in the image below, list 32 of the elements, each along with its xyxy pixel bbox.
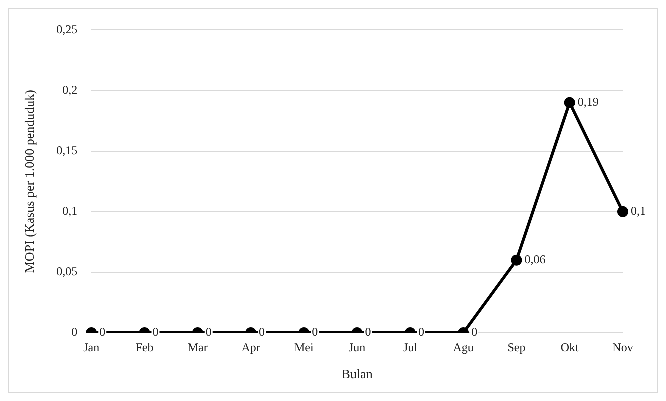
x-tick-label: Sep (508, 340, 526, 354)
x-tick-label: Jan (84, 340, 100, 354)
x-tick-label: Nov (612, 340, 634, 354)
x-tick-label: Mei (294, 340, 314, 354)
data-label: 0,06 (524, 252, 546, 266)
y-tick-label: 0,25 (56, 22, 78, 36)
y-tick-label: 0,2 (62, 82, 78, 97)
y-tick-label: 0,05 (56, 264, 78, 279)
x-tick-label: Agu (453, 340, 474, 354)
point (618, 206, 628, 218)
y-tick-label: 0,15 (56, 143, 78, 158)
y-tick-label: 0,1 (62, 204, 78, 218)
data-label: 0 (418, 325, 424, 340)
x-axis-title: Bulan (342, 366, 374, 382)
data-label: 0 (152, 325, 159, 340)
x-tick-label: Jun (348, 340, 366, 354)
y-axis-title: MOPI (Kasus per 1.000 penduduk) (22, 90, 38, 274)
x-tick-label: Okt (560, 340, 580, 354)
data-label: 0 (100, 325, 106, 340)
x-tick-label: Feb (136, 340, 154, 354)
data-label: 0 (312, 325, 318, 340)
x-tick-label: Apr (242, 340, 260, 354)
data-label: 0,19 (578, 95, 599, 110)
x-tick-label: Jul (403, 340, 418, 354)
data-label: 0 (472, 325, 478, 340)
data-label: 0 (206, 325, 212, 340)
y-tick-label: 0 (72, 325, 78, 340)
point (564, 97, 576, 108)
data-label: 0,1 (631, 204, 646, 218)
data-label: 0 (365, 325, 372, 340)
x-tick-label: Mar (188, 340, 208, 354)
data-label: 0 (259, 325, 266, 340)
